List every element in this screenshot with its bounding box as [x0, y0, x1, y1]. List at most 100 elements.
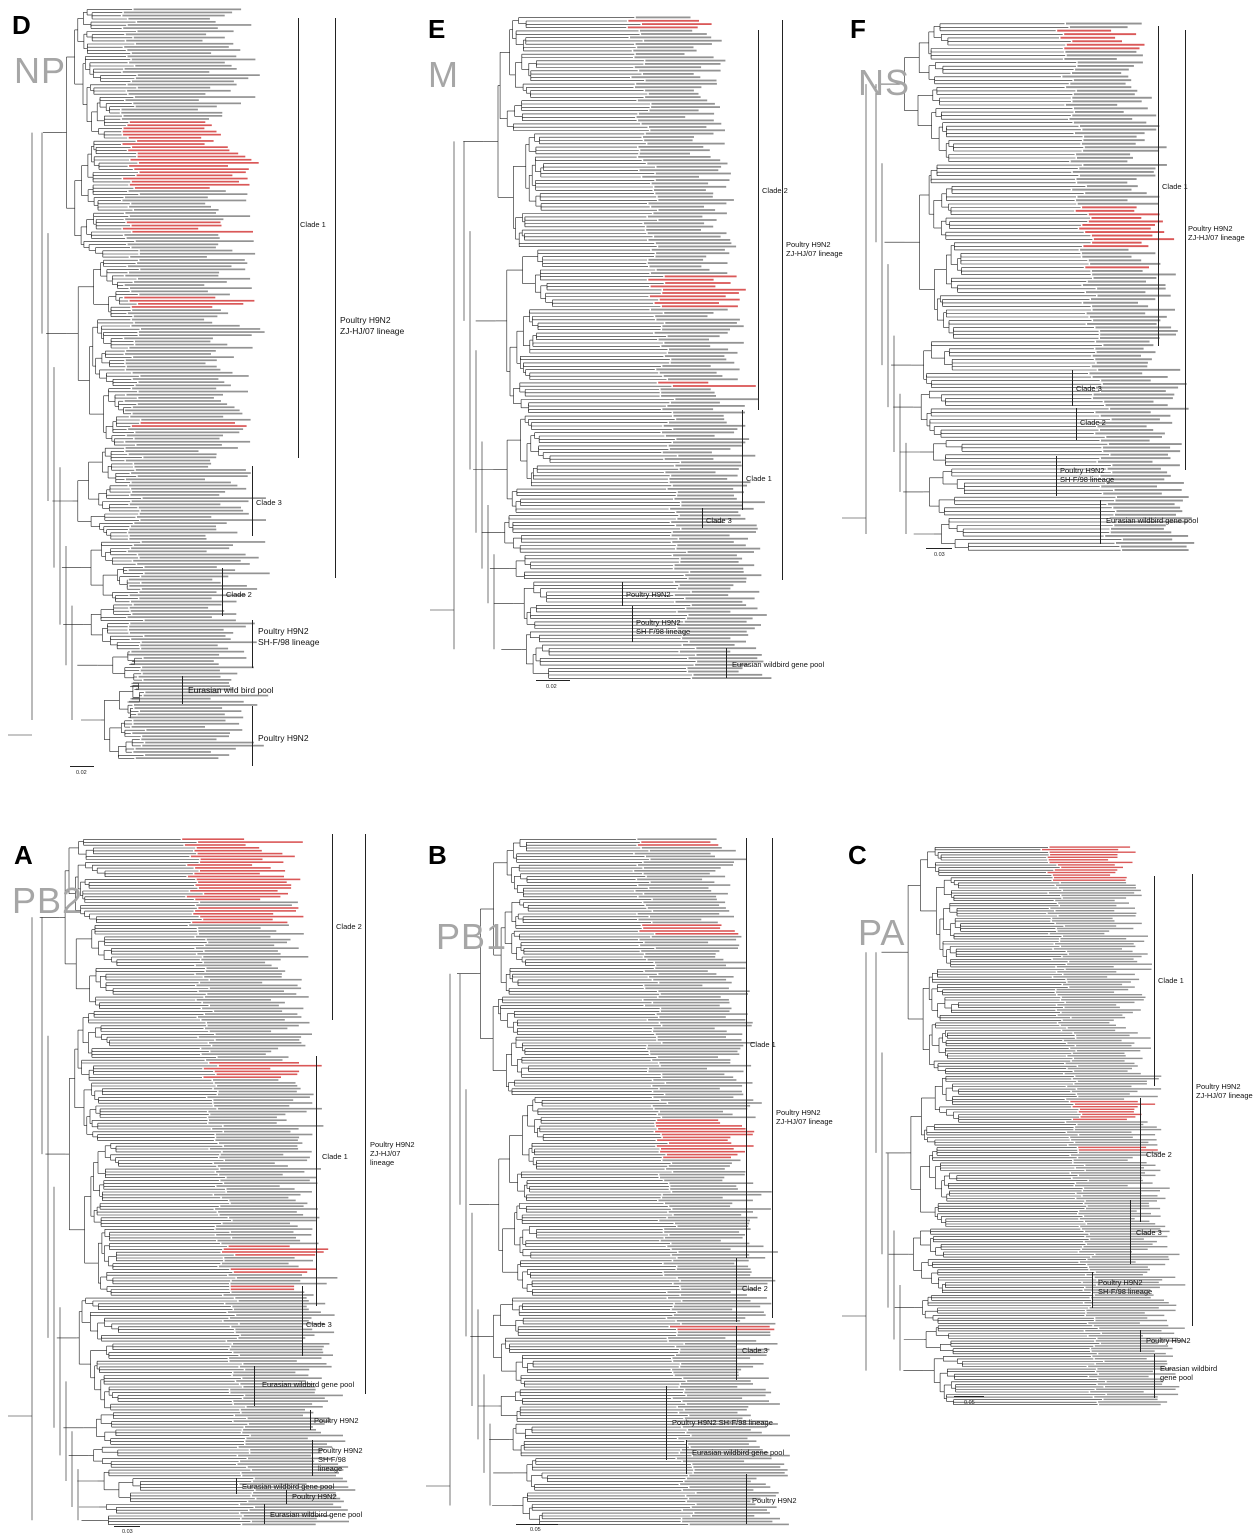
clade-label-wild: Eurasian wildbird gene pool [1106, 516, 1199, 525]
clade-bracket [1072, 370, 1073, 406]
lineage-bracket [365, 834, 366, 1394]
clade-label-wild: Eurasian wild bird pool [188, 685, 274, 695]
clade-bracket [332, 834, 333, 1020]
panel-letter: A [14, 840, 33, 870]
tree-pa [842, 846, 1186, 1406]
clade-label-poultry: Poultry H9N2 [292, 1492, 337, 1501]
clade-label-2: Clade 2 [1080, 418, 1106, 427]
clade-label-poultry: Poultry H9N2 [752, 1496, 797, 1505]
lineage-bracket [772, 838, 773, 1318]
gene-label: PB2 [12, 880, 84, 921]
clade-bracket [742, 410, 743, 510]
clade-label-1: Clade 1 [1158, 976, 1184, 985]
clade-bracket [254, 1366, 255, 1406]
clade-bracket [1076, 408, 1077, 440]
clade-bracket [702, 508, 703, 528]
clade-bracket [726, 648, 727, 678]
clade-bracket [1158, 26, 1159, 346]
scale-label: 0.03 [122, 1529, 133, 1535]
lineage-bracket [252, 620, 253, 668]
tree-pb1 [426, 838, 790, 1526]
lineage-bracket [1056, 456, 1057, 496]
clade-bracket [1154, 876, 1155, 1086]
gene-label: PB1 [436, 916, 508, 957]
lineage-label-zj: Poultry H9N2 ZJ-HJ/07 lineage [370, 1140, 415, 1167]
clade-label-wild: Eurasian wildbird gene pool [242, 1482, 335, 1491]
clade-bracket [622, 582, 623, 606]
clade-bracket [1154, 1354, 1155, 1398]
clade-bracket [1130, 1200, 1131, 1264]
scale-bar [70, 766, 94, 767]
clade-bracket [1100, 500, 1101, 544]
clade-bracket [1140, 1098, 1141, 1222]
gene-label: PA [858, 912, 906, 953]
clade-label-wild: Eurasian wildbird gene pool [270, 1510, 363, 1519]
clade-bracket [310, 1410, 311, 1430]
clade-label-1: Clade 1 [322, 1152, 348, 1161]
clade-label-wild: Eurasian wildbird gene pool [262, 1380, 355, 1389]
lineage-label-sh: Poultry H9N2 SH-F/98 lineage [636, 618, 691, 636]
panel-letter: D [12, 10, 31, 40]
lineage-bracket [666, 1386, 667, 1460]
panel-letter: F [850, 14, 866, 44]
clade-bracket [1140, 1330, 1141, 1352]
scale-label: 0.05 [530, 1527, 541, 1533]
clade-label-1: Clade 1 [1162, 182, 1188, 191]
clade-label-2: Clade 2 [742, 1284, 768, 1293]
scale-bar [114, 1526, 140, 1527]
clade-label-2: Clade 2 [336, 922, 362, 931]
clade-label-2: Clade 2 [1146, 1150, 1172, 1159]
clade-bracket [222, 568, 223, 616]
scale-bar [954, 1396, 984, 1397]
lineage-label-sh: Poultry H9N2 SH-F/98 lineage [1060, 466, 1115, 484]
scale-bar [536, 680, 570, 681]
clade-label-3: Clade 3 [706, 516, 732, 525]
panel-d-np: D NP Clade 1 Poultry H9N2 ZJ-HJ/07 linea… [0, 0, 420, 780]
clade-label-3: Clade 3 [742, 1346, 768, 1355]
lineage-label-zj: Poultry H9N2 ZJ-HJ/07 lineage [340, 315, 405, 336]
scale-bar [516, 1524, 558, 1525]
clade-label-poultry: Poultry H9N2 [1146, 1336, 1191, 1345]
clade-bracket [252, 466, 253, 536]
clade-bracket [302, 1286, 303, 1356]
clade-label-wild: Eurasian wildbird gene pool [692, 1448, 785, 1457]
clade-label-3: Clade 3 [256, 498, 282, 507]
clade-label-wild: Eurasian wildbird gene pool [732, 660, 825, 669]
clade-bracket [236, 1478, 237, 1494]
tree-ns [842, 22, 1195, 551]
lineage-bracket [1185, 30, 1186, 470]
clade-bracket [316, 1056, 317, 1306]
clade-label-poultry: Poultry H9N2 [258, 733, 309, 743]
clade-label-2: Clade 2 [226, 590, 252, 599]
panel-f-ns: F NS Clade 1 Poultry H9N2 ZJ-HJ/07 linea… [840, 0, 1254, 600]
lineage-bracket [1092, 1272, 1093, 1308]
gene-label: NP [14, 50, 67, 91]
clade-label-2: Clade 2 [762, 186, 788, 195]
scale-bar [926, 548, 952, 549]
panel-c-pa: C PA Clade 1 Poultry H9N2 ZJ-HJ/07 linea… [840, 826, 1254, 1426]
clade-bracket [286, 1490, 287, 1504]
tree-pb2 [8, 838, 356, 1526]
clade-bracket [736, 1258, 737, 1322]
scale-label: 0.03 [934, 552, 945, 558]
clade-bracket [298, 18, 299, 458]
clade-bracket [746, 838, 747, 1258]
tree-np [8, 8, 270, 759]
clade-label-3: Clade 3 [1076, 384, 1102, 393]
lineage-label-zj: Poultry H9N2 ZJ-HJ/07 lineage [776, 1108, 833, 1126]
panel-letter: B [428, 840, 447, 870]
lineage-bracket [1192, 874, 1193, 1326]
clade-bracket [252, 706, 253, 766]
lineage-label-zj: Poultry H9N2 ZJ-HJ/07 lineage [786, 240, 843, 258]
clade-label-1: Clade 1 [750, 1040, 776, 1049]
lineage-label-zj: Poultry H9N2 ZJ-HJ/07 lineage [1196, 1082, 1253, 1100]
panel-letter: E [428, 14, 446, 44]
lineage-bracket [632, 606, 633, 642]
lineage-label-sh: Poultry H9N2 SH-F/98 lineage [318, 1446, 363, 1473]
clade-bracket [686, 1440, 687, 1474]
clade-bracket [736, 1326, 737, 1380]
clade-label-wild: Eurasian wildbird gene pool [1160, 1364, 1218, 1382]
panel-letter: C [848, 840, 867, 870]
clade-label-poultry: Poultry H9N2 [626, 590, 671, 599]
clade-bracket [758, 30, 759, 410]
